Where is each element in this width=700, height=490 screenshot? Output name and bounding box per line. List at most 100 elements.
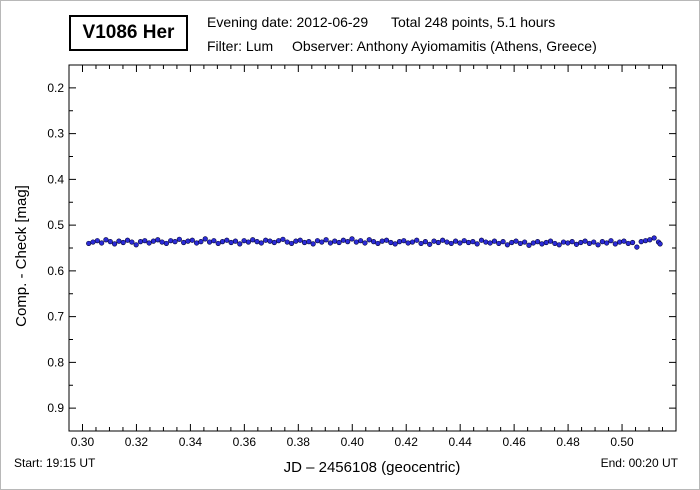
axes: 0.30 0.32 0.34 0.36 0.38 0.40 0.42 0.44 0.46 0.48…	[47, 64, 677, 449]
data-point	[319, 239, 325, 245]
data-point	[353, 239, 359, 245]
data-point	[245, 239, 251, 245]
data-point	[465, 239, 472, 246]
data-point	[483, 239, 489, 245]
observer-label: Observer: Anthony Ayiomamitis (Athens, G…	[292, 38, 597, 54]
data-point	[530, 240, 536, 246]
y-tick-label: 0.9	[47, 401, 64, 415]
star-name-box: V1086 Her	[69, 15, 188, 51]
data-point	[345, 239, 351, 245]
data-point	[565, 240, 571, 246]
data-point	[232, 238, 239, 244]
y-tick-label: 0.3	[47, 127, 64, 141]
data-point	[254, 239, 260, 245]
data-point	[366, 237, 372, 243]
data-point	[241, 238, 247, 244]
x-tick-label: 0.46	[502, 435, 526, 449]
data-point	[327, 240, 334, 246]
data-point	[358, 238, 364, 244]
data-point	[370, 239, 377, 245]
data-point	[474, 241, 480, 247]
data-point	[185, 238, 191, 244]
y-tick-label: 0.5	[47, 218, 64, 232]
data-point	[517, 240, 523, 247]
data-point	[349, 236, 355, 242]
data-point	[323, 237, 329, 243]
data-point	[509, 239, 515, 246]
data-point	[487, 240, 493, 246]
data-point	[288, 240, 295, 247]
data-point	[103, 237, 109, 243]
data-point	[599, 239, 605, 245]
x-tick-label: 0.50	[610, 435, 634, 449]
y-tick-label: 0.2	[47, 81, 64, 95]
data-point	[168, 238, 174, 244]
data-point	[409, 239, 416, 245]
data-point	[478, 237, 485, 243]
data-point	[159, 239, 165, 245]
data-point	[198, 239, 204, 245]
x-tick-label: 0.30	[71, 435, 95, 449]
star-name: V1086 Her	[82, 22, 175, 43]
plot-area-border	[68, 64, 677, 432]
data-point	[461, 238, 467, 244]
data-point	[219, 239, 226, 245]
data-point	[457, 240, 463, 246]
data-point	[642, 238, 649, 244]
data-point	[310, 241, 316, 247]
data-point	[543, 239, 549, 246]
data-point	[306, 239, 312, 245]
data-point	[504, 242, 510, 248]
data-point	[90, 239, 96, 245]
data-point	[146, 240, 152, 246]
data-point	[293, 238, 299, 244]
data-point	[271, 239, 277, 246]
data-point	[513, 238, 519, 244]
data-point	[448, 240, 454, 247]
data-point	[267, 238, 273, 244]
data-point	[124, 237, 131, 243]
data-point	[228, 239, 234, 246]
data-point	[388, 239, 394, 246]
data-point	[405, 240, 411, 246]
data-point	[651, 235, 657, 241]
data-point	[129, 239, 135, 245]
data-point	[284, 239, 290, 245]
data-point	[573, 241, 580, 247]
data-point	[379, 238, 385, 244]
data-point	[435, 239, 441, 246]
data-point	[181, 239, 187, 246]
data-point	[301, 239, 308, 246]
data-point	[332, 238, 338, 244]
x-tick-label: 0.44	[448, 435, 472, 449]
data-point	[604, 240, 610, 246]
y-tick-label: 0.8	[47, 355, 64, 369]
start-time: Start: 19:15 UT	[14, 456, 96, 470]
data-point	[578, 239, 584, 246]
data-point	[500, 239, 506, 245]
data-point	[336, 239, 342, 246]
data-point	[608, 238, 614, 244]
y-tick-label: 0.7	[47, 310, 64, 324]
data-point	[202, 236, 208, 242]
data-point	[491, 238, 498, 244]
data-point	[625, 240, 631, 247]
data-point	[392, 241, 398, 247]
data-point	[427, 241, 433, 247]
data-point	[340, 237, 346, 243]
data-point	[107, 239, 113, 245]
data-point	[116, 238, 122, 244]
data-point	[586, 240, 593, 247]
data-point	[418, 240, 424, 247]
data-point	[534, 239, 541, 245]
data-point	[362, 240, 368, 246]
total-points: Total 248 points, 5.1 hours	[391, 14, 556, 30]
data-point	[163, 240, 169, 247]
data-point	[496, 240, 502, 247]
data-point	[556, 242, 562, 248]
y-tick-label: 0.4	[47, 172, 64, 186]
data-point	[258, 240, 264, 246]
data-point	[94, 238, 100, 244]
y-tick-label: 0.6	[47, 264, 64, 278]
